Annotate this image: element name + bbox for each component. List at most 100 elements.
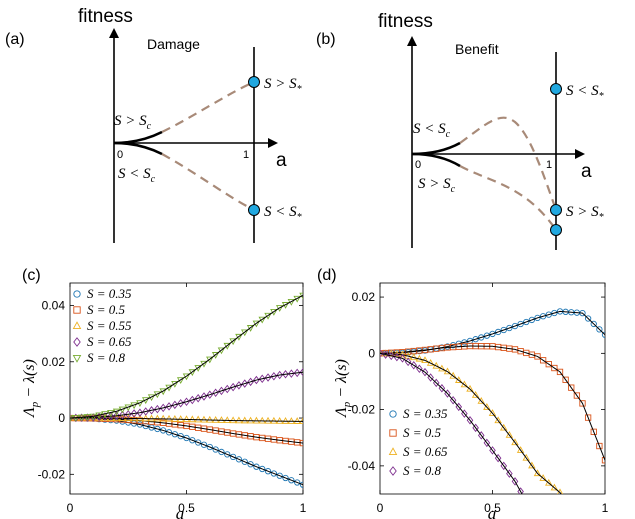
panel-c-marker-3: [70, 413, 74, 423]
panel-c-marker-2: [287, 417, 296, 424]
panel-c-legend-label-0: S = 0.35: [87, 286, 132, 301]
panel-c-marker-0: [218, 448, 225, 456]
panel-b-top-point: [550, 83, 562, 95]
panel-c-marker-3: [165, 402, 173, 411]
panel-d-marker-2: [539, 474, 547, 481]
panel-d-marker-2: [556, 488, 564, 494]
panel-d-marker-3: [506, 469, 513, 478]
panel-c-ylabel: Λp − λ(s): [21, 359, 41, 419]
panel-c-marker-2: [176, 415, 185, 422]
panel-c-marker-3: [235, 381, 243, 390]
panel-d-marker-2: [522, 453, 530, 461]
panel-b-title: Benefit: [455, 41, 499, 57]
panel-d-ytick-label: 0: [368, 346, 375, 360]
panel-c-ytick-label: 0.04: [42, 299, 66, 313]
panel-c-ticks: 0 0.5 1 -0.02 0 0.02 0.04: [38, 283, 307, 515]
panel-b-mid-point: [550, 204, 562, 216]
panel-c-marker-0: [154, 425, 161, 433]
panel-c-marker-0: [282, 474, 289, 482]
panel-a-lower-dashed: [161, 153, 255, 211]
panel-a-lower-solid: [113, 141, 163, 156]
panel-d-marker-0: [506, 324, 513, 332]
panel-b-upper-solid: [411, 141, 461, 156]
panel-c-marker-3: [247, 377, 254, 387]
panel-d-marker-0: [517, 320, 524, 328]
panel-d-marker-2: [471, 390, 480, 398]
panel-c-marker-0: [259, 465, 266, 473]
panel-d-marker-2: [494, 416, 502, 424]
panel-d-marker-1: [584, 414, 592, 421]
panel-b-lower-dashed: [459, 165, 557, 231]
panel-c-marker-2: [246, 416, 255, 424]
panel-d-marker-0: [534, 314, 541, 322]
panel-c-marker-3: [229, 382, 237, 392]
panel-d-marker-1: [539, 357, 547, 364]
panel-c-marker-3: [264, 373, 272, 382]
panel-d-series-line-1: [380, 345, 605, 461]
panel-a-annot-1: S > Sc: [114, 113, 152, 132]
panel-d-marker-1: [601, 457, 605, 464]
panel-b-annot-2: S > Sc: [418, 176, 456, 195]
panel-d-marker-1: [534, 353, 541, 360]
panel-c-marker-0: [183, 434, 190, 442]
panel-c-marker-3: [212, 388, 219, 398]
panel-b-lower-solid: [411, 152, 461, 168]
panel-b-annot-1: S < Sc: [413, 121, 451, 140]
panel-a-annot-4: S < S*: [264, 204, 302, 223]
panel-d-marker-0: [584, 315, 592, 322]
panel-c-marker-3: [119, 410, 126, 420]
panel-c-marker-0: [212, 446, 219, 453]
panel-c-marker-3: [218, 386, 225, 396]
panel-d-ytick-label: -0.02: [348, 403, 376, 417]
panel-c-marker-3: [194, 393, 202, 403]
panel-c-marker-0: [160, 427, 167, 434]
panel-c-legend: S = 0.35S = 0.5S = 0.55S = 0.65S = 0.8: [72, 286, 132, 365]
panel-d-marker-3: [494, 453, 502, 463]
panel-c-marker-0: [200, 441, 208, 448]
panel-c-marker-2: [182, 415, 191, 423]
panel-d-series-line-2: [380, 352, 562, 494]
panel-d-marker-3: [387, 351, 395, 361]
panel-c-marker-0: [235, 456, 243, 463]
panel-c-marker-3: [299, 367, 303, 377]
panel-c-marker-0: [241, 458, 248, 465]
panel-d-marker-0: [539, 313, 547, 320]
panel-c-marker-0: [229, 453, 237, 461]
panel-b-upper-dashed: [459, 116, 558, 211]
panel-c-marker-2: [118, 414, 127, 422]
panel-d-marker-1: [573, 392, 581, 399]
panel-d-series-line-0: [380, 310, 605, 354]
panel-d-marker-0: [461, 339, 468, 346]
panel-c-marker-0: [189, 437, 196, 444]
panel-c-marker-2: [264, 416, 272, 424]
panel-d-marker-3: [489, 446, 496, 455]
panel-c-marker-0: [288, 477, 295, 484]
panel-c-marker-3: [258, 374, 266, 384]
panel-c-legend-label-1: S = 0.5: [87, 302, 126, 317]
panel-c-marker-3: [241, 379, 249, 388]
panel-c-marker-2: [293, 417, 301, 424]
panel-d-legend-marker-2: [388, 447, 398, 456]
panel-d-marker-3: [500, 461, 508, 471]
panel-c-marker-0: [194, 439, 202, 446]
panel-a-xlabel: a: [276, 150, 287, 171]
panel-d-legend-label-0: S = 0.35: [403, 406, 448, 421]
panel-d-marker-2: [528, 461, 536, 469]
panel-c-marker-2: [241, 416, 249, 424]
panel-d-marker-3: [382, 350, 389, 359]
panel-c-marker-0: [294, 479, 301, 486]
panel-b-annot-3: S < S*: [566, 83, 604, 102]
panel-d-marker-2: [568, 504, 574, 509]
panel-c-marker-2: [270, 416, 278, 424]
panel-c-marker-3: [154, 404, 161, 414]
panel-c-marker-3: [177, 399, 184, 408]
panel-a-annot-2: S < Sc: [118, 166, 156, 185]
panel-c-marker-0: [224, 451, 231, 458]
panel-d-legend-marker-3: [389, 466, 397, 476]
panel-c-marker-2: [200, 415, 208, 423]
panel-d-legend-marker-0: [389, 410, 397, 418]
panel-d-xtick-label: 0.5: [484, 501, 501, 515]
panel-a-lower-point: [248, 204, 260, 216]
panel-c-label: (c): [22, 267, 41, 284]
